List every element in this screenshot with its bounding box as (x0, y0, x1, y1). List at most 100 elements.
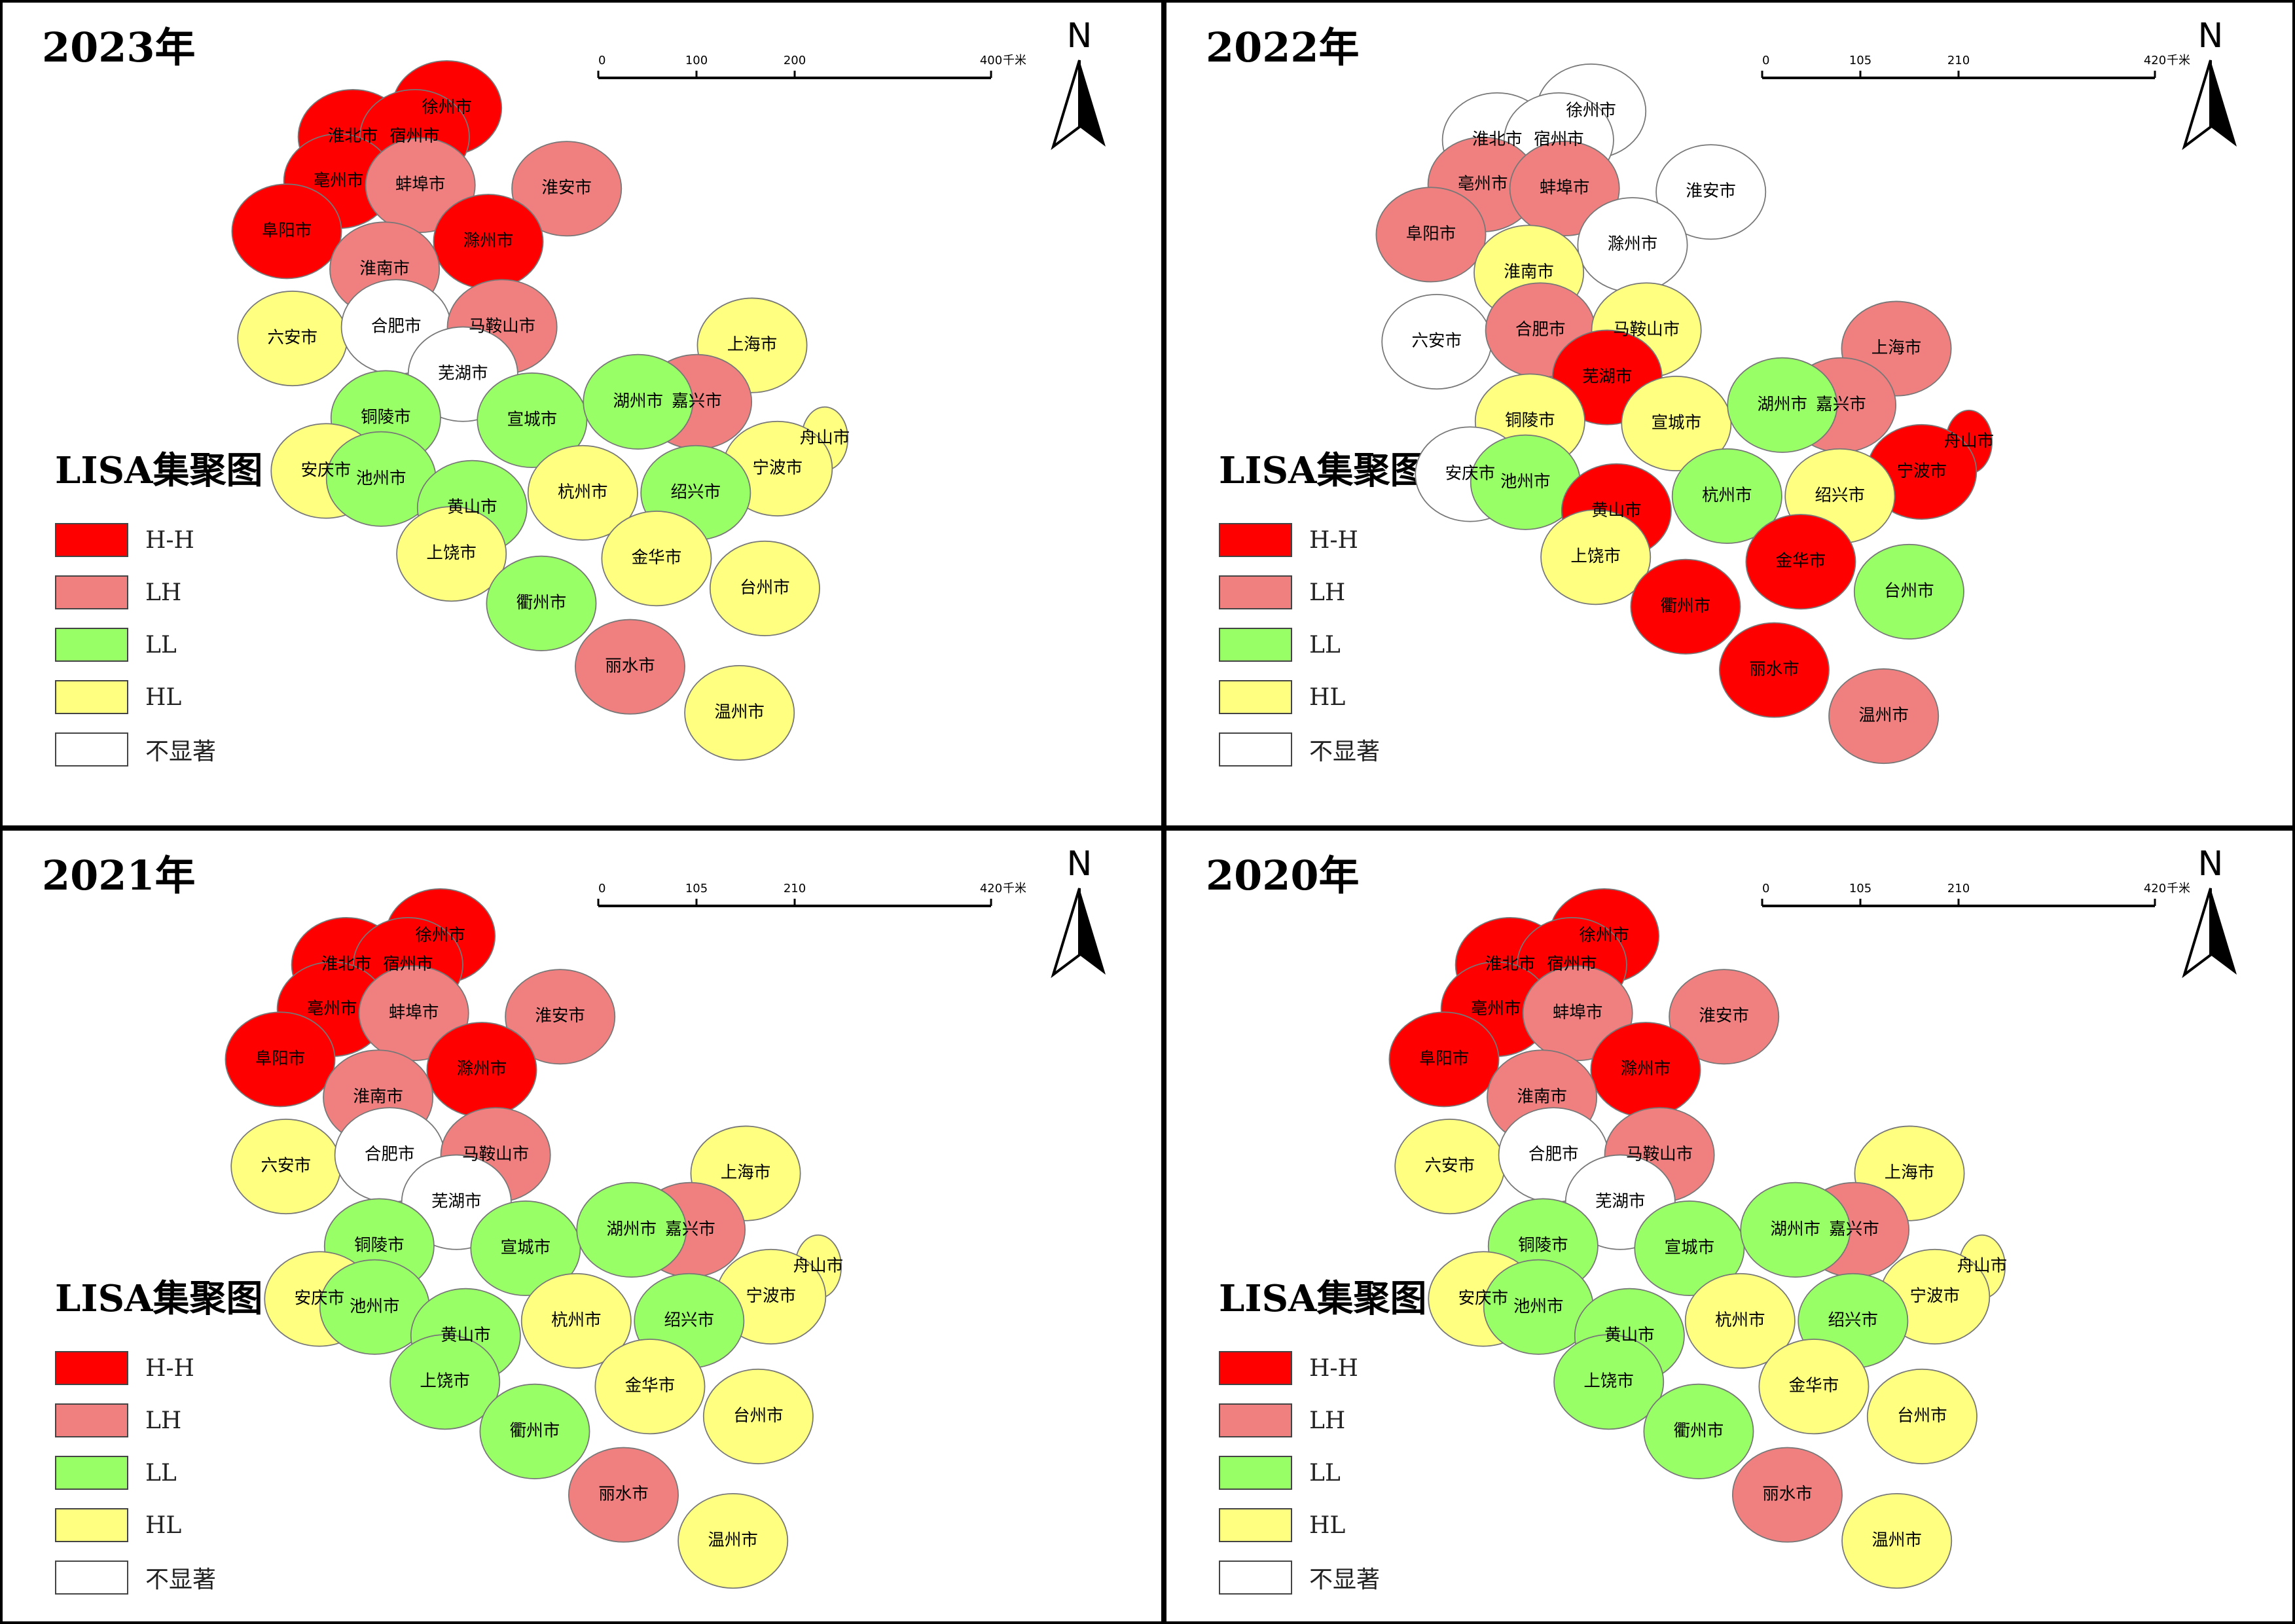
city-label: 六安市 (261, 1156, 312, 1176)
city-label: 马鞍山市 (1626, 1144, 1693, 1164)
city-label: 衢州市 (510, 1421, 560, 1441)
city-label: 宣城市 (507, 410, 558, 429)
city-label: 黄山市 (441, 1326, 491, 1345)
north-label: N (2198, 844, 2224, 884)
city-region (396, 506, 507, 602)
city-region (1388, 1011, 1500, 1108)
legend-item: 不显著 (55, 1551, 262, 1604)
legend-item: HL (1219, 671, 1426, 723)
city-label: 亳州市 (314, 171, 364, 190)
city-label: 嘉兴市 (665, 1219, 715, 1239)
city-region (231, 183, 342, 280)
city-label: 马鞍山市 (462, 1144, 529, 1164)
city-label: 杭州市 (558, 482, 608, 502)
city-label: 丽水市 (605, 657, 655, 676)
city-label: 温州市 (1858, 706, 1909, 725)
city-region (1630, 558, 1741, 655)
legend-swatch (1219, 732, 1292, 767)
city-label: 湖州市 (613, 391, 664, 411)
panel-title: 2020年 (1206, 852, 1360, 899)
city-region (1758, 1339, 1870, 1435)
city-label: 阜阳市 (262, 221, 312, 240)
city-label: 淮安市 (535, 1006, 585, 1026)
legend-label: LH (145, 1407, 182, 1434)
city-label: 宣城市 (501, 1238, 551, 1257)
city-label: 宁波市 (746, 1286, 796, 1306)
city-label: 绍兴市 (1828, 1310, 1879, 1330)
city-label: 黄山市 (1604, 1326, 1655, 1345)
city-region (527, 444, 638, 541)
north-arrow-icon: N (1051, 844, 1106, 979)
city-region (1553, 1334, 1665, 1430)
city-label: 滁州市 (1608, 234, 1658, 254)
city-region (365, 137, 476, 233)
city-region (1866, 1368, 1978, 1464)
city-label: 嘉兴市 (1829, 1219, 1879, 1239)
city-label: 杭州市 (1702, 486, 1752, 505)
city-label: 上海市 (1871, 338, 1922, 358)
city-label: 徐州市 (415, 926, 465, 945)
legend-item: LL (55, 1447, 262, 1499)
scale-tick-label: 420 (2144, 54, 2166, 67)
legend-item: LH (55, 566, 262, 619)
city-label: 铜陵市 (361, 407, 411, 427)
city-label: 台州市 (740, 578, 790, 598)
city-label: 池州市 (356, 469, 407, 488)
legend-item: 不显著 (1219, 1551, 1426, 1604)
city-label: 衢州市 (1674, 1421, 1724, 1441)
map-panel: 2022年 0 105 210 420 千米 N LISA集聚图 H-H LH LL HL 不显著 徐州市… (1164, 0, 2295, 828)
city-label: 亳州市 (307, 999, 357, 1019)
city-label: 舟山市 (800, 428, 850, 448)
city-region (702, 1368, 814, 1464)
city-label: 舟山市 (793, 1256, 844, 1276)
panel-title: 2021年 (42, 852, 196, 899)
city-label: 六安市 (1425, 1156, 1475, 1176)
city-label: 安庆市 (1445, 463, 1496, 483)
city-label: 淮南市 (1517, 1087, 1567, 1106)
city-label: 淮北市 (1472, 130, 1523, 149)
north-arrow-icon: N (2182, 16, 2237, 151)
city-region (678, 1492, 789, 1589)
city-label: 淮南市 (359, 259, 410, 278)
legend-swatch (55, 732, 128, 767)
city-label: 温州市 (1871, 1530, 1922, 1550)
scale-tick-label: 105 (1849, 54, 1871, 67)
city-label: 嘉兴市 (1816, 395, 1866, 414)
city-region (1540, 509, 1652, 605)
city-region (1669, 969, 1780, 1065)
city-label: 滁州市 (463, 231, 514, 251)
city-label: 滁州市 (1621, 1059, 1671, 1079)
city-region (1621, 375, 1732, 472)
legend-label: HL (1309, 683, 1346, 711)
city-label: 丽水市 (598, 1485, 649, 1504)
legend-item: H-H (55, 514, 262, 566)
city-label: 合肥市 (1515, 319, 1566, 339)
legend-item: LH (1219, 1394, 1426, 1447)
city-label: 嘉兴市 (672, 391, 722, 411)
legend-title: LISA集聚图 (55, 449, 263, 492)
scale-unit-label: 千米 (2167, 882, 2190, 895)
legend-swatch (55, 1561, 128, 1595)
city-label: 丽水市 (1749, 660, 1799, 679)
city-region (358, 965, 469, 1061)
city-label: 淮南市 (1504, 262, 1554, 281)
city-region (1731, 1447, 1843, 1543)
legend-swatch (1219, 1508, 1292, 1542)
map-panel: 2023年 0 100 200 400 千米 N LISA集聚图 H-H LH LL HL 不显著 徐州市… (0, 0, 1164, 828)
city-label: 金华市 (625, 1376, 676, 1396)
legend-label: 不显著 (145, 738, 217, 765)
city-region (1828, 668, 1940, 765)
legend-item: H-H (55, 1342, 262, 1394)
city-region (1727, 357, 1838, 453)
legend: LISA集聚图 H-H LH LL HL 不显著 (55, 441, 262, 776)
city-label: 芜湖市 (1582, 367, 1633, 387)
city-region (511, 141, 623, 237)
city-label: 台州市 (1897, 1406, 1947, 1426)
city-label: 上饶市 (1570, 547, 1621, 566)
north-label: N (1067, 844, 1093, 884)
legend-swatch (1219, 1456, 1292, 1490)
scale-bar: 0 105 210 420 千米 (1761, 54, 2190, 79)
city-region (1841, 1492, 1953, 1589)
scale-tick-label: 400 (980, 54, 1002, 67)
city-region (1745, 514, 1856, 610)
